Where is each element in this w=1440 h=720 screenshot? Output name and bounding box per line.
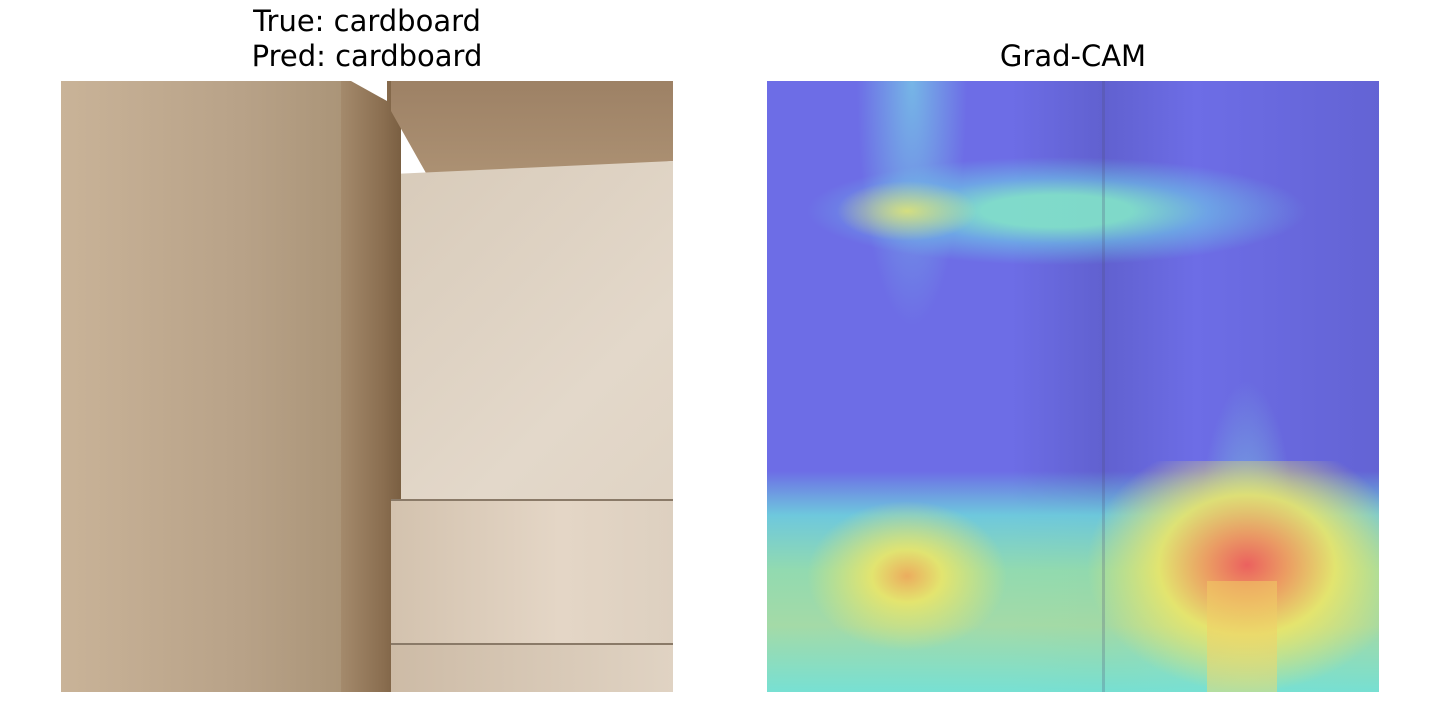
pred-label: Pred: cardboard [251,39,483,73]
right-panel-title: Grad-CAM [999,39,1147,73]
left-panel-title: True: cardboard Pred: cardboard [61,4,673,74]
grad-cam-heatmap [767,81,1379,692]
original-image [61,81,673,692]
true-label: True: cardboard [253,4,481,38]
